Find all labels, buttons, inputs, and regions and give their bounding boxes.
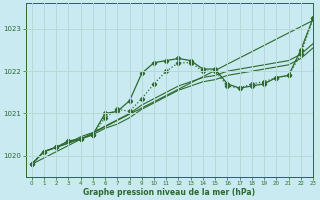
X-axis label: Graphe pression niveau de la mer (hPa): Graphe pression niveau de la mer (hPa)	[83, 188, 255, 197]
